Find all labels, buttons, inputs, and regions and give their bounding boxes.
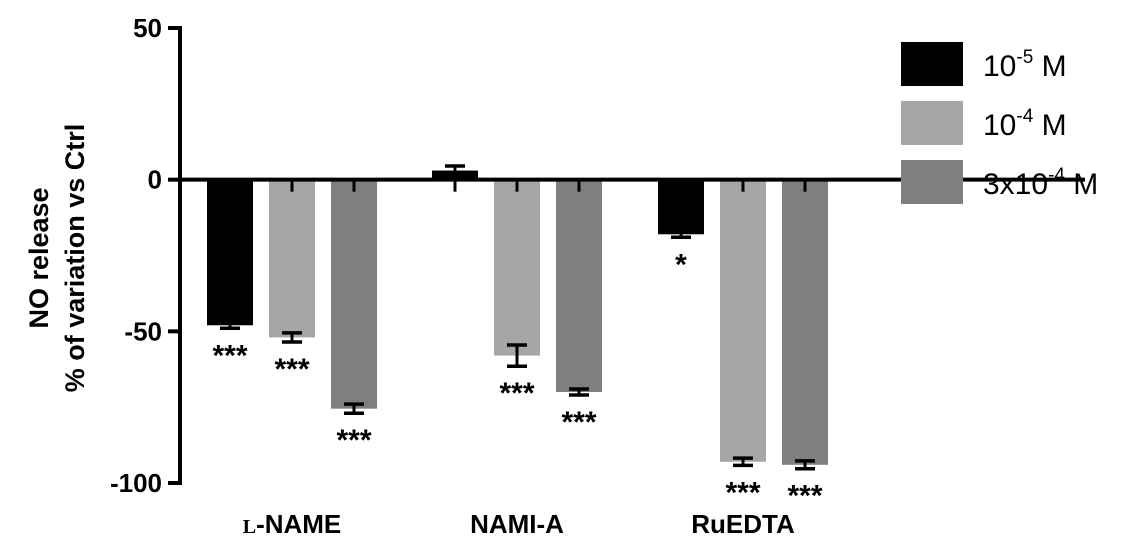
- legend-label-exponent: -5: [1016, 47, 1033, 68]
- category-label: L-NAME: [243, 509, 342, 536]
- legend-item: 10-5 M: [901, 42, 1067, 86]
- significance-label: ***: [561, 406, 596, 439]
- y-axis: 50 0 -50 -100: [110, 13, 182, 498]
- y-axis-title-line1: NO release: [24, 187, 54, 328]
- y-tick-label: 0: [148, 165, 162, 195]
- y-axis-title-line2: % of variation vs Ctrl: [60, 124, 90, 393]
- y-tick-label: 50: [133, 13, 162, 43]
- legend-label: 3x10-4 M: [983, 165, 1098, 201]
- legend-item: 3x10-4 M: [901, 160, 1098, 204]
- legend-label-base: 10: [983, 109, 1016, 142]
- bar-2-0: [331, 179, 377, 409]
- significance-label: ***: [212, 339, 247, 372]
- legend-label-unit: M: [1033, 50, 1066, 83]
- category-label: RuEDTA: [691, 509, 795, 536]
- legend-label-unit: M: [1033, 109, 1066, 142]
- y-tick-label: -100: [110, 468, 162, 498]
- legend-swatch: [901, 160, 963, 204]
- legend-swatch: [901, 42, 963, 86]
- bar-1-2: [720, 179, 766, 462]
- significance-label: ***: [274, 353, 309, 386]
- category-label-text: NAMI-A: [470, 509, 564, 536]
- significance-label: ***: [336, 424, 371, 457]
- bar-1-1: [494, 179, 540, 356]
- legend-label-base: 3x10: [983, 168, 1048, 201]
- legend-swatch: [901, 101, 963, 145]
- significance-label: ***: [725, 476, 760, 509]
- y-tick-label: -50: [124, 316, 162, 346]
- significance-label: ***: [787, 480, 822, 513]
- legend-label-exponent: -4: [1016, 106, 1033, 127]
- category-label: NAMI-A: [470, 509, 564, 536]
- legend-label-exponent: -4: [1048, 165, 1065, 186]
- bar-2-1: [556, 179, 602, 392]
- category-label-prefix: L: [243, 516, 256, 536]
- legend-label: 10-4 M: [983, 106, 1067, 142]
- bars: **********************: [207, 164, 828, 513]
- category-label-text: -NAME: [256, 509, 341, 536]
- significance-label: ***: [499, 377, 534, 410]
- y-axis-title: NO release% of variation vs Ctrl: [24, 124, 90, 393]
- legend-label-base: 10: [983, 50, 1016, 83]
- bar-2-2: [782, 179, 828, 465]
- legend-label: 10-5 M: [983, 47, 1067, 83]
- legend-label-unit: M: [1065, 168, 1098, 201]
- bar-0-0: [207, 179, 253, 326]
- category-label-text: RuEDTA: [691, 509, 795, 536]
- bar-1-0: [269, 179, 315, 338]
- category-labels: L-NAME NAMI-A RuEDTA: [243, 509, 795, 536]
- significance-label: *: [675, 248, 687, 281]
- legend-item: 10-4 M: [901, 101, 1067, 145]
